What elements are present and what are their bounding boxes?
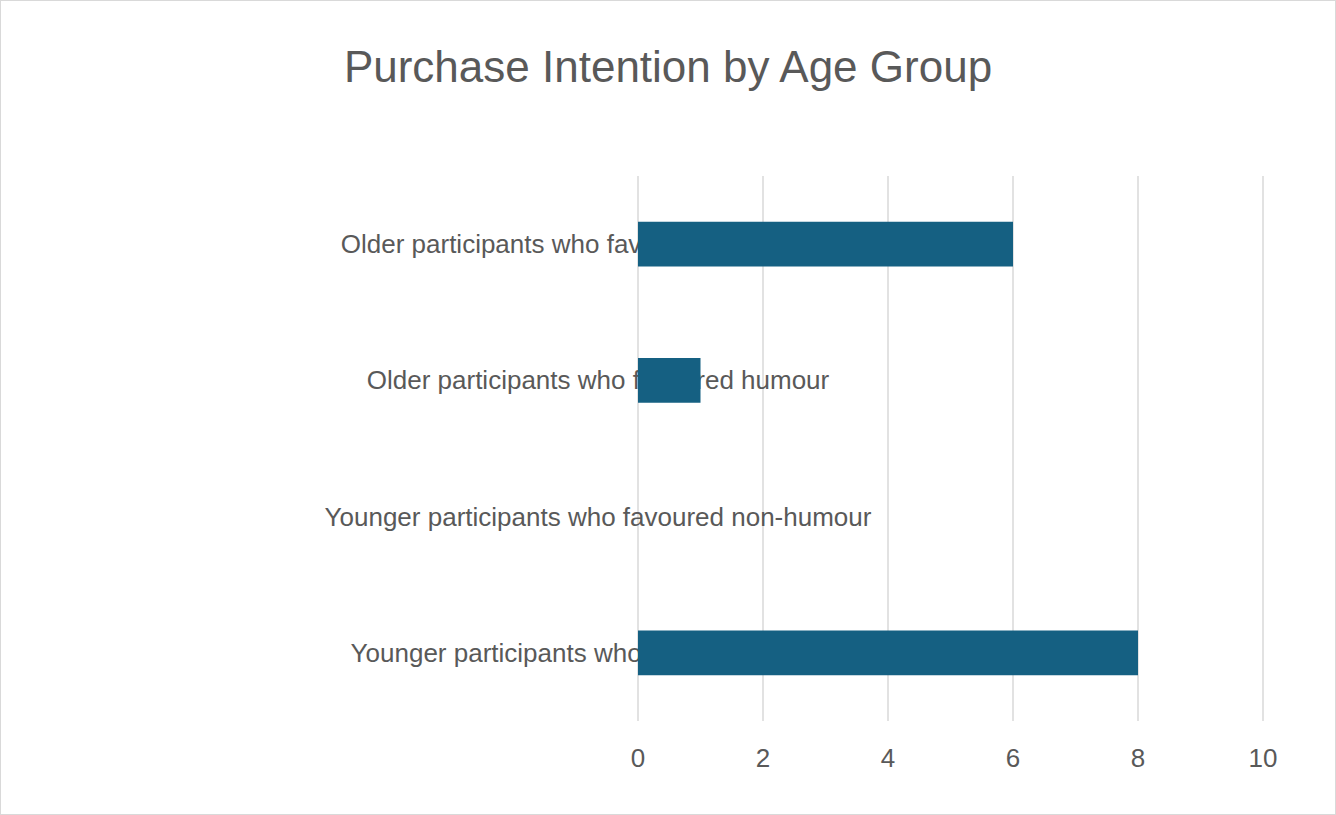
svg-text:2: 2 [756,743,770,773]
svg-text:Older participants who favoure: Older participants who favoured non-humo… [340,229,856,260]
svg-text:4: 4 [881,743,895,773]
svg-text:Younger participants who favou: Younger participants who favoured non-hu… [325,502,872,532]
svg-text:8: 8 [1131,743,1145,773]
svg-text:Older participants who favoure: Older participants who favoured humour [367,365,830,395]
svg-text:0: 0 [631,743,645,773]
svg-text:10: 10 [1249,743,1278,773]
svg-text:Younger participants who favou: Younger participants who favoured humour [350,637,846,668]
svg-text:Purchase Intention by Age Grou: Purchase Intention by Age Group [344,42,992,91]
svg-text:6: 6 [1006,743,1020,773]
